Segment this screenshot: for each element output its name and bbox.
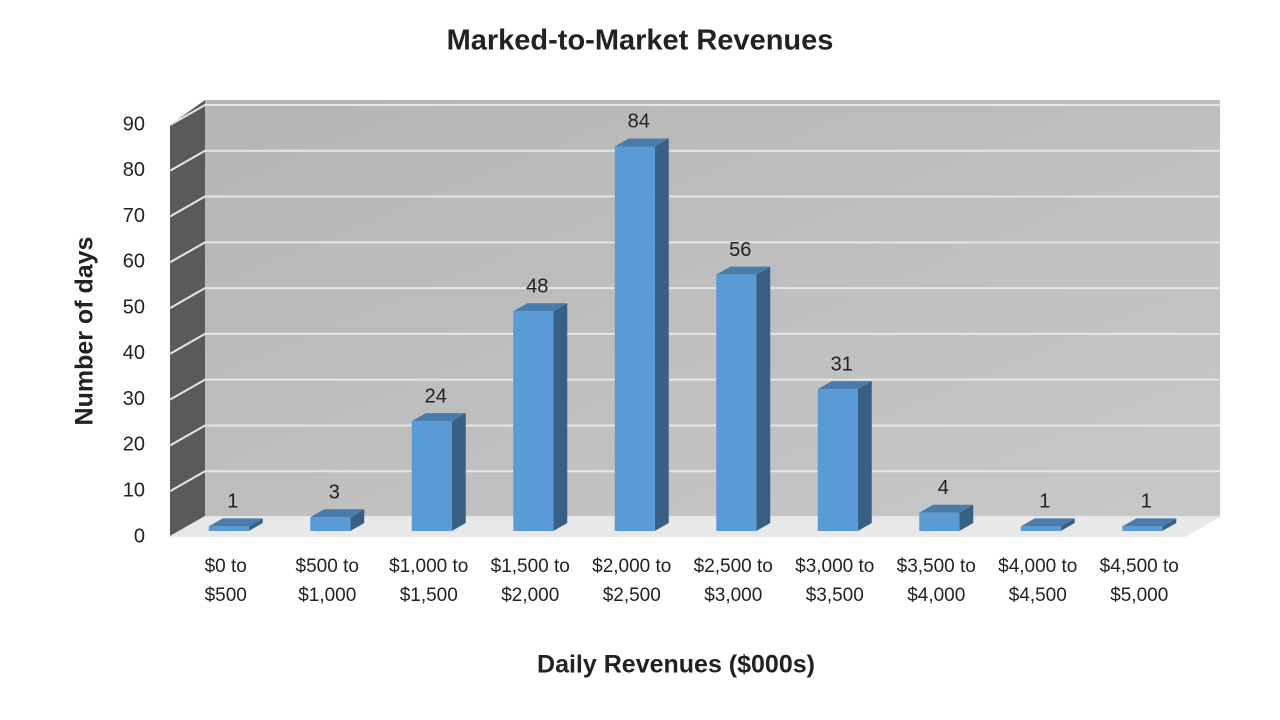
grid-line bbox=[169, 470, 1220, 493]
grid-line bbox=[169, 149, 1220, 172]
x-tick-label: $4,500 to $5,000 bbox=[1099, 556, 1179, 606]
data-label: 3 bbox=[329, 482, 340, 504]
data-label: 31 bbox=[831, 353, 853, 375]
bar-top bbox=[1122, 518, 1177, 527]
y-axis-title: Number of days bbox=[71, 237, 99, 426]
grid-line bbox=[169, 424, 1220, 447]
x-tick-label: $500 to $1,000 bbox=[295, 556, 359, 606]
data-label: 48 bbox=[526, 276, 548, 298]
bar-side bbox=[1060, 518, 1075, 531]
data-label: 84 bbox=[628, 111, 650, 133]
grid-line bbox=[169, 195, 1220, 218]
bar bbox=[1020, 518, 1075, 531]
bar-top bbox=[310, 509, 365, 518]
y-tick-label: 60 bbox=[123, 251, 145, 273]
bar-side bbox=[857, 381, 872, 531]
bar-side bbox=[756, 266, 771, 531]
chart-title: Marked-to-Market Revenues bbox=[447, 25, 834, 57]
bar-top bbox=[919, 504, 974, 513]
y-tick-label: 80 bbox=[123, 159, 145, 181]
bar-front bbox=[1122, 526, 1163, 531]
x-axis-title: Daily Revenues ($000s) bbox=[537, 651, 815, 679]
bar-top bbox=[817, 381, 872, 390]
bar bbox=[1122, 518, 1177, 531]
bar bbox=[614, 138, 669, 531]
bar-front bbox=[1020, 526, 1061, 531]
bar-front bbox=[919, 512, 960, 531]
x-tick-label: $3,500 to $4,000 bbox=[896, 556, 976, 606]
data-label: 1 bbox=[227, 491, 238, 513]
bar bbox=[919, 504, 974, 531]
bar-side bbox=[654, 138, 669, 531]
grid-line bbox=[169, 516, 1220, 538]
bar-side bbox=[553, 303, 568, 531]
x-tick-label: $4,000 to $4,500 bbox=[998, 556, 1078, 606]
x-tick-label: $3,000 to $3,500 bbox=[795, 556, 875, 606]
bar bbox=[817, 381, 872, 531]
grid-line bbox=[169, 332, 1220, 355]
bar bbox=[310, 509, 365, 531]
bar-side bbox=[451, 413, 466, 531]
bar-front bbox=[716, 274, 757, 531]
bar-side bbox=[1162, 518, 1177, 531]
data-label: 1 bbox=[1141, 491, 1152, 513]
data-label: 4 bbox=[938, 477, 949, 499]
side-wall bbox=[170, 100, 205, 537]
bar-top bbox=[208, 518, 263, 527]
y-tick-label: 20 bbox=[123, 434, 145, 456]
bar-top bbox=[513, 303, 568, 312]
grid-line bbox=[169, 378, 1220, 401]
bar-front bbox=[310, 517, 351, 531]
x-tick-label: $0 to $500 bbox=[204, 556, 247, 606]
bar-side bbox=[248, 518, 263, 531]
data-label: 24 bbox=[425, 385, 447, 407]
bar-top bbox=[716, 266, 771, 275]
y-tick-label: 70 bbox=[123, 205, 145, 227]
bar bbox=[513, 303, 568, 531]
bar-front bbox=[513, 311, 554, 531]
grid-line bbox=[169, 104, 1220, 126]
grid-line bbox=[169, 241, 1220, 264]
y-tick-label: 90 bbox=[123, 113, 145, 135]
bar-front bbox=[817, 389, 858, 531]
y-tick-label: 40 bbox=[123, 342, 145, 364]
back-wall bbox=[205, 100, 1220, 517]
bar-top bbox=[411, 413, 466, 422]
bar-top bbox=[1020, 518, 1075, 527]
bar-front bbox=[614, 146, 655, 531]
y-tick-label: 0 bbox=[134, 525, 145, 547]
data-label: 56 bbox=[729, 239, 751, 261]
y-tick-label: 30 bbox=[123, 388, 145, 410]
bar bbox=[716, 266, 771, 531]
grid-line bbox=[169, 287, 1220, 309]
data-label: 1 bbox=[1039, 491, 1050, 513]
bar bbox=[208, 518, 263, 531]
x-tick-label: $1,500 to $2,000 bbox=[490, 556, 570, 606]
bar-side bbox=[350, 509, 365, 531]
bar-front bbox=[208, 526, 249, 531]
y-tick-label: 50 bbox=[123, 296, 145, 318]
x-tick-label: $1,000 to $1,500 bbox=[389, 556, 469, 606]
y-tick-label: 10 bbox=[123, 480, 145, 502]
bar-top bbox=[614, 138, 669, 147]
x-tick-label: $2,000 to $2,500 bbox=[592, 556, 672, 606]
bar bbox=[411, 413, 466, 531]
bar-side bbox=[959, 504, 974, 531]
bar-front bbox=[411, 421, 452, 531]
x-tick-label: $2,500 to $3,000 bbox=[693, 556, 773, 606]
